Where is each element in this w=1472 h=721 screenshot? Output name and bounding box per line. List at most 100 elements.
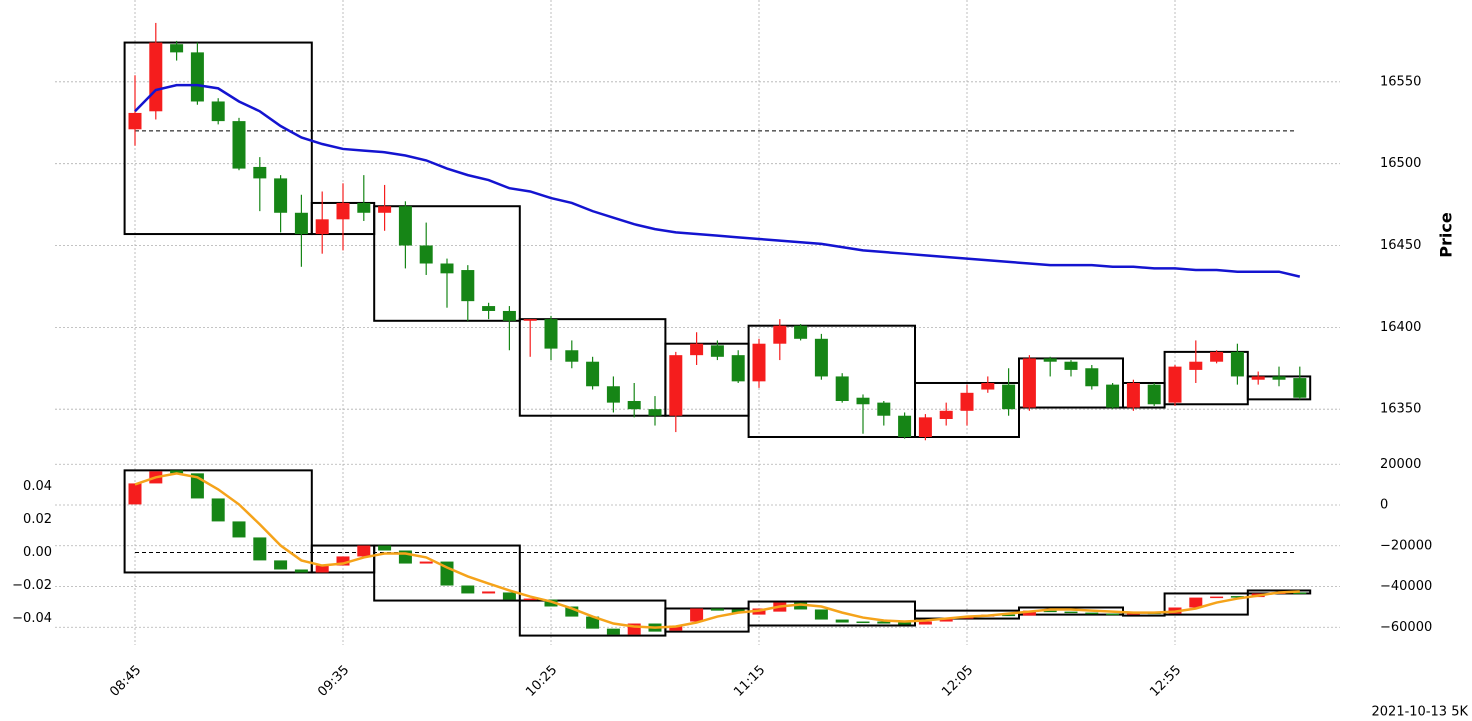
candle-body — [315, 219, 329, 235]
candle-body — [939, 410, 953, 419]
candle-body — [211, 498, 225, 522]
candle-body — [253, 537, 267, 561]
candle-body — [690, 608, 704, 622]
footer: 2021-10-13 5K — [1372, 705, 1469, 720]
candle-body — [1106, 613, 1120, 616]
candle-body — [1251, 376, 1265, 380]
candle-body — [440, 263, 454, 274]
range-box — [747, 324, 916, 438]
candle-body — [1085, 368, 1099, 387]
candle-body — [586, 616, 600, 629]
candle-body — [190, 52, 204, 102]
candle-body — [752, 343, 766, 382]
candle-body — [461, 270, 475, 302]
x-tick-label: 12:05 — [939, 663, 976, 700]
candle-body — [232, 121, 246, 169]
candle-body — [856, 621, 870, 624]
candle-body — [835, 376, 849, 401]
candle-body — [794, 325, 808, 339]
candle-body — [128, 112, 142, 130]
candle-body — [170, 44, 184, 53]
candle-body — [690, 343, 704, 356]
y-tick-label: 16500 — [1380, 156, 1421, 171]
y2-tick-label: 20000 — [1380, 457, 1421, 472]
candle-body — [1085, 612, 1099, 615]
y-tick-label: 0.00 — [23, 545, 52, 560]
y2-tick-label: −60000 — [1380, 620, 1432, 635]
candle-body — [523, 319, 537, 321]
candle-body — [294, 212, 308, 235]
candle-body — [856, 397, 870, 405]
candle-body — [669, 355, 683, 416]
candle-body — [357, 202, 371, 213]
candle-body — [294, 569, 308, 573]
candle-body — [315, 565, 329, 573]
candle-body — [1272, 376, 1286, 380]
y-axis-label: Price — [1437, 212, 1456, 258]
x-tick-label: 08:45 — [107, 663, 144, 700]
candle-body — [357, 545, 371, 557]
y-tick-label: 0.04 — [23, 479, 52, 494]
candle-body — [1210, 596, 1224, 599]
candle-body — [794, 602, 808, 610]
candle-body — [1189, 597, 1203, 608]
candle-body — [627, 400, 641, 410]
candle-body — [419, 561, 433, 564]
range-box — [373, 544, 521, 602]
candle-body — [274, 560, 288, 570]
candle-body — [419, 245, 433, 264]
candle-body — [898, 622, 912, 625]
candle-body — [1043, 610, 1057, 613]
candle-body — [502, 592, 516, 600]
candle-body — [1043, 358, 1057, 362]
candle-body — [918, 417, 932, 437]
candle-body — [565, 350, 579, 362]
y2-tick-label: −40000 — [1380, 579, 1432, 594]
candle-body — [544, 599, 558, 607]
line-series — [134, 83, 1301, 278]
y2-tick-label: 0 — [1380, 498, 1388, 513]
y-tick-label: −0.04 — [12, 611, 52, 626]
candle-body — [1293, 592, 1307, 594]
x-tick-label: 09:35 — [315, 663, 352, 700]
candle-body — [1210, 351, 1224, 362]
candle-body — [835, 619, 849, 623]
y-tick-label: 16350 — [1380, 402, 1421, 417]
candle-body — [149, 42, 163, 112]
candle-body — [523, 598, 537, 601]
y-tick-label: 16400 — [1380, 320, 1421, 335]
candle-body — [502, 310, 516, 321]
candle-body — [606, 628, 620, 635]
candle-body — [814, 609, 828, 620]
y2-tick-label: −20000 — [1380, 538, 1432, 553]
candle-body — [336, 556, 350, 566]
candle-body — [482, 591, 496, 594]
candle-body — [378, 545, 392, 551]
candle-body — [877, 621, 891, 624]
candle-body — [898, 415, 912, 437]
x-tick-label: 12:55 — [1147, 663, 1184, 700]
x-tick-label: 10:25 — [523, 663, 560, 700]
candle-body — [398, 206, 412, 246]
candle-body — [710, 608, 724, 611]
candle-body — [1126, 382, 1140, 408]
candle-body — [877, 402, 891, 416]
y-tick-label: 0.02 — [23, 512, 52, 527]
candle-body — [253, 166, 267, 179]
candle-body — [232, 521, 246, 538]
candle-body — [482, 306, 496, 311]
candle-body — [1168, 366, 1182, 403]
candle-body — [1106, 384, 1120, 408]
y-tick-label: −0.02 — [12, 578, 52, 593]
candle-body — [544, 319, 558, 349]
line-series — [134, 472, 1300, 629]
candle-body — [606, 386, 620, 403]
y-tick-label: 16450 — [1380, 238, 1421, 253]
candle-body — [1064, 611, 1078, 614]
candle-body — [1147, 384, 1161, 405]
candle-body — [1189, 361, 1203, 370]
range-box — [373, 205, 521, 322]
candle-body — [336, 202, 350, 220]
candle-body — [274, 178, 288, 213]
candle-body — [1002, 384, 1016, 410]
